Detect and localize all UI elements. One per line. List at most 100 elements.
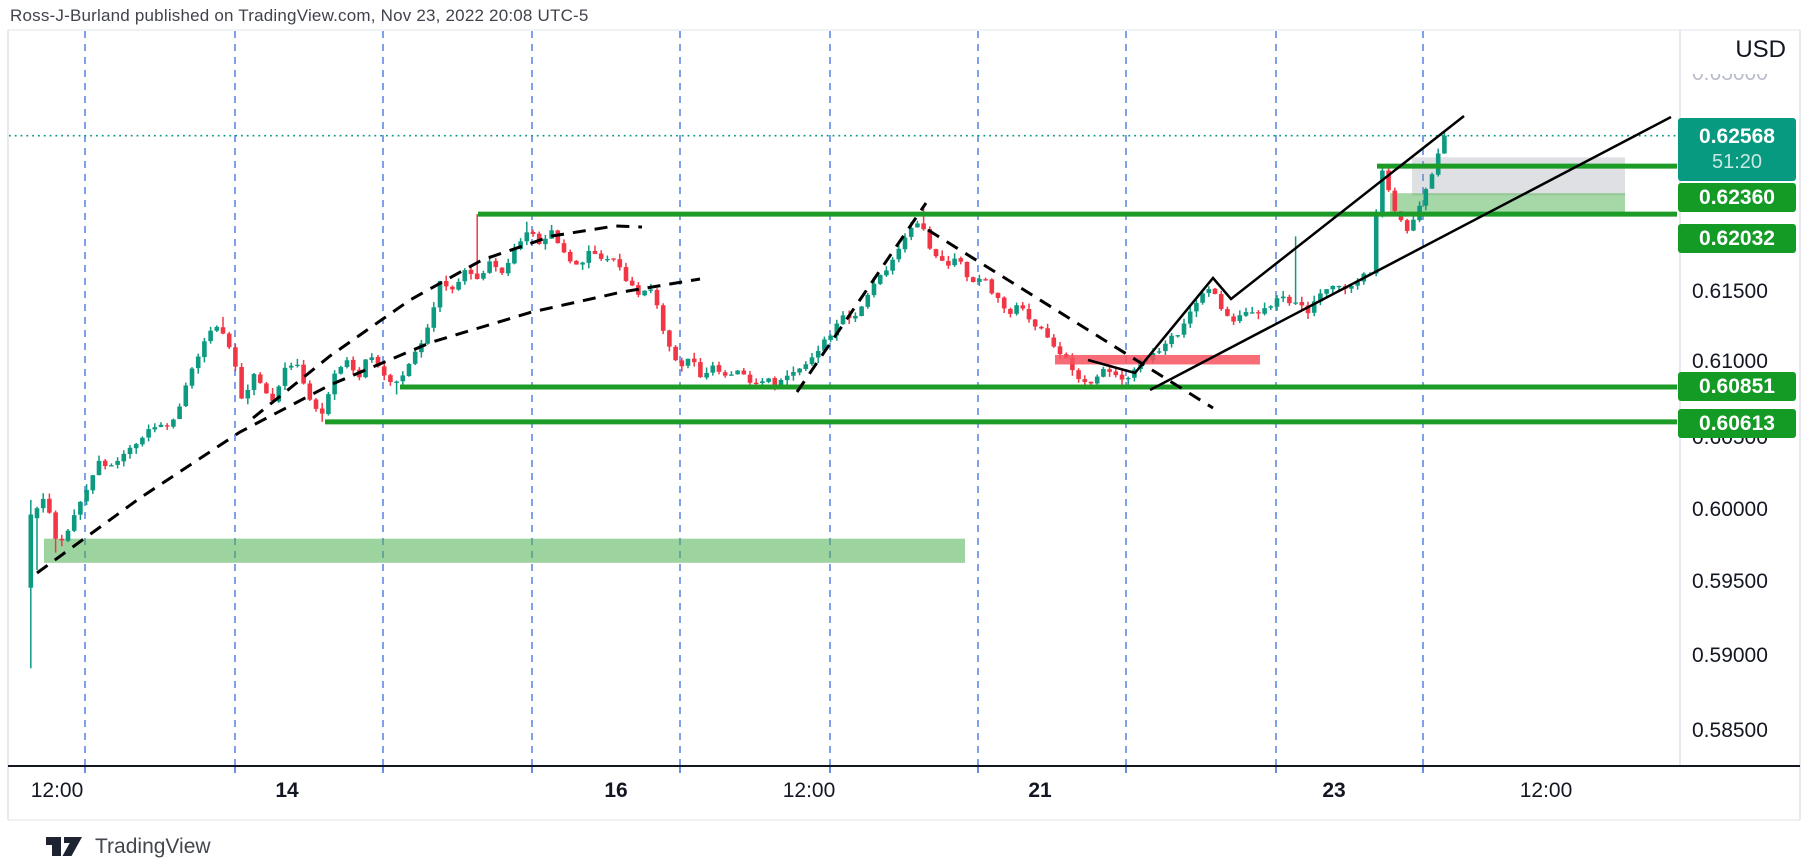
candle[interactable] [561, 239, 567, 254]
candle[interactable] [654, 288, 660, 309]
candle[interactable] [871, 280, 877, 298]
candle[interactable] [660, 303, 666, 335]
demand-band[interactable] [44, 538, 965, 563]
candle[interactable] [722, 370, 728, 378]
candle[interactable] [59, 534, 65, 547]
candle[interactable] [264, 381, 269, 394]
candle[interactable] [884, 266, 889, 277]
candle[interactable] [741, 367, 747, 375]
candle[interactable] [623, 262, 629, 282]
candle[interactable] [1237, 310, 1243, 324]
candle[interactable] [301, 359, 306, 385]
candle[interactable] [698, 358, 703, 378]
candle[interactable] [915, 220, 920, 228]
candle[interactable] [1442, 132, 1447, 154]
candle[interactable] [1380, 164, 1385, 218]
candle[interactable] [784, 370, 790, 386]
candle[interactable] [1411, 216, 1416, 232]
candle[interactable] [1014, 302, 1019, 316]
candle[interactable] [84, 484, 89, 506]
candle[interactable] [902, 233, 908, 253]
candle[interactable] [642, 290, 647, 297]
candle[interactable] [1032, 319, 1038, 331]
candle[interactable] [1181, 318, 1187, 338]
candle[interactable] [313, 398, 319, 412]
candle[interactable] [840, 311, 846, 325]
candle[interactable] [233, 343, 238, 372]
candle[interactable] [747, 370, 753, 385]
candle[interactable] [443, 275, 449, 291]
candle[interactable] [629, 276, 635, 287]
candle[interactable] [946, 255, 951, 269]
candle[interactable] [1119, 369, 1125, 386]
candle[interactable] [109, 463, 114, 467]
candle[interactable] [245, 384, 251, 405]
candle[interactable] [146, 424, 151, 442]
candle[interactable] [1311, 295, 1317, 317]
candle[interactable] [970, 276, 976, 283]
candle[interactable] [326, 391, 331, 416]
candle[interactable] [710, 361, 716, 376]
candle[interactable] [1026, 303, 1032, 323]
candle[interactable] [257, 372, 263, 384]
dashed-trendline-rounding-top-arc[interactable] [252, 224, 643, 420]
candle[interactable] [939, 250, 945, 262]
candle[interactable] [505, 258, 511, 277]
candle[interactable] [729, 371, 734, 376]
candle[interactable] [958, 256, 964, 265]
candle[interactable] [90, 475, 96, 494]
candle[interactable] [592, 245, 598, 255]
candle[interactable] [586, 245, 592, 269]
candle[interactable] [1256, 310, 1261, 320]
candle[interactable] [1169, 332, 1174, 348]
candle[interactable] [338, 365, 344, 375]
candle[interactable] [363, 359, 368, 379]
candle[interactable] [493, 257, 499, 272]
solid-trendline-main-uptrend-line[interactable] [1149, 115, 1672, 392]
candle[interactable] [865, 292, 871, 309]
candle[interactable] [369, 353, 375, 363]
candle[interactable] [828, 334, 833, 343]
candle[interactable] [1101, 366, 1106, 378]
candle[interactable] [803, 361, 809, 371]
candle[interactable] [667, 329, 672, 352]
candle[interactable] [288, 362, 294, 371]
candle[interactable] [1132, 367, 1137, 382]
dashed-trendline-rising-support-curve[interactable] [36, 277, 701, 575]
candle[interactable] [983, 277, 988, 281]
candle[interactable] [456, 278, 461, 291]
candle[interactable] [1163, 340, 1168, 355]
candle[interactable] [1249, 306, 1255, 314]
candle[interactable] [598, 250, 604, 261]
candle[interactable] [1206, 286, 1212, 297]
candle[interactable] [1305, 301, 1311, 319]
candle[interactable] [760, 378, 765, 386]
candle[interactable] [1373, 209, 1379, 277]
candle[interactable] [1020, 302, 1026, 311]
candle[interactable] [555, 229, 561, 244]
candle[interactable] [1187, 305, 1193, 328]
candle[interactable] [512, 243, 517, 265]
candle[interactable] [877, 274, 883, 285]
candle[interactable] [673, 345, 678, 362]
solid-trendline-steep-uptrend-path[interactable] [1087, 115, 1465, 375]
candle[interactable] [47, 493, 52, 514]
candle[interactable] [685, 358, 691, 369]
candle[interactable] [977, 274, 982, 286]
candle[interactable] [1107, 365, 1112, 377]
candle[interactable] [1287, 294, 1292, 306]
candle[interactable] [1299, 296, 1305, 310]
supply-zone-gray[interactable] [1412, 157, 1625, 196]
candle[interactable] [431, 302, 437, 332]
tradingview-logo[interactable]: TradingView [45, 834, 211, 860]
candle[interactable] [121, 450, 127, 467]
candle[interactable] [1156, 347, 1162, 355]
candle[interactable] [1231, 313, 1236, 325]
candle[interactable] [574, 260, 579, 265]
candle[interactable] [1404, 218, 1410, 234]
candle[interactable] [282, 362, 288, 391]
candle[interactable] [989, 278, 995, 295]
candle[interactable] [34, 506, 40, 571]
candle[interactable] [474, 214, 480, 280]
